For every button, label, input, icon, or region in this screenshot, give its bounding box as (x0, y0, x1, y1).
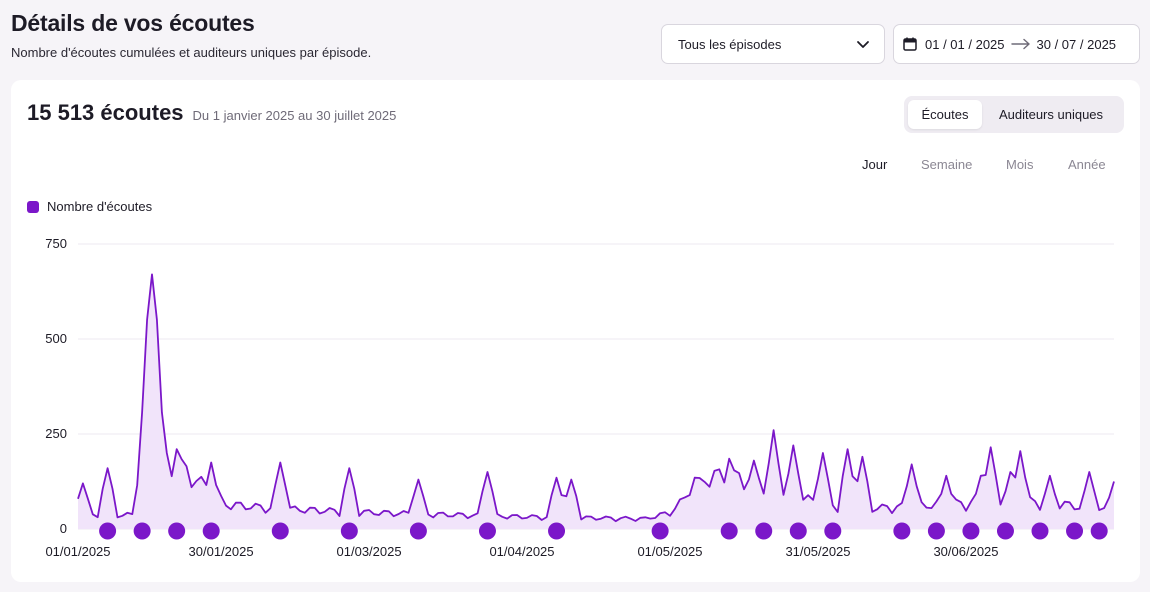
episode-marker (927, 522, 945, 540)
y-tick-label: 500 (45, 331, 67, 346)
y-tick-label: 0 (60, 521, 67, 536)
chart-legend: Nombre d'écoutes (27, 199, 152, 214)
episode-marker (340, 522, 358, 540)
episode-marker (133, 522, 151, 540)
episode-marker (962, 522, 980, 540)
x-tick-label: 01/05/2025 (637, 544, 702, 559)
episode-marker (168, 522, 186, 540)
y-tick-label: 250 (45, 426, 67, 441)
episode-select[interactable]: Tous les épisodes (661, 24, 885, 64)
episode-marker (996, 522, 1014, 540)
episode-marker (824, 522, 842, 540)
episode-marker (1066, 522, 1084, 540)
series-line (77, 273, 1115, 523)
period-month[interactable]: Mois (1006, 157, 1034, 172)
series-area (78, 274, 1114, 529)
episode-select-value: Tous les épisodes (678, 36, 782, 52)
x-tick-label: 30/01/2025 (189, 544, 254, 559)
episode-marker (99, 522, 117, 540)
x-tick-label: 31/05/2025 (785, 544, 850, 559)
episode-marker (202, 522, 220, 540)
calendar-icon (903, 37, 917, 51)
x-tick-label: 30/06/2025 (933, 544, 998, 559)
episode-marker (548, 522, 566, 540)
date-start[interactable]: 01 / 01 / 2025 (925, 36, 1005, 52)
episode-marker (409, 522, 427, 540)
page-subtitle: Nombre d'écoutes cumulées et auditeurs u… (11, 45, 372, 60)
episode-marker (651, 522, 669, 540)
period-selector: Jour Semaine Mois Année (11, 157, 1140, 177)
period-year[interactable]: Année (1068, 157, 1106, 172)
legend-swatch (27, 200, 39, 213)
date-end[interactable]: 30 / 07 / 2025 (1036, 36, 1117, 52)
x-tick-label: 01/04/2025 (489, 544, 554, 559)
episode-marker (755, 522, 773, 540)
summary-range: Du 1 janvier 2025 au 30 juillet 2025 (192, 108, 397, 123)
episode-marker (893, 522, 911, 540)
episode-marker (720, 522, 738, 540)
total-listens: 15 513 écoutes (27, 100, 184, 125)
y-tick-label: 750 (45, 236, 67, 251)
episode-marker (789, 522, 807, 540)
legend-label: Nombre d'écoutes (47, 199, 153, 214)
period-day[interactable]: Jour (862, 157, 888, 172)
listens-card: 15 513 écoutes Du 1 janvier 2025 au 30 j… (11, 80, 1140, 582)
x-tick-label: 01/01/2025 (45, 544, 110, 559)
listens-chart: 0 250 500 750 01/01/2025 30/01/2025 01/03/2025… (45, 236, 1115, 559)
toggle-listens[interactable]: Écoutes (908, 100, 982, 129)
date-range-picker[interactable]: 01 / 01 / 2025 30 / 07 / 2025 (893, 24, 1140, 64)
page-title: Détails de vos écoutes (11, 10, 255, 36)
x-tick-label: 01/03/2025 (337, 544, 402, 559)
episode-marker (271, 522, 289, 540)
toggle-unique-listeners[interactable]: Auditeurs uniques (998, 107, 1104, 122)
period-week[interactable]: Semaine (921, 157, 973, 172)
episode-marker (478, 522, 496, 540)
chevron-down-icon (857, 41, 869, 48)
arrow-right-icon (1010, 38, 1030, 50)
metric-toggle: Écoutes Auditeurs uniques (904, 96, 1124, 133)
episode-marker (1031, 522, 1049, 540)
episode-marker (1090, 522, 1108, 540)
listens-summary: 15 513 écoutes Du 1 janvier 2025 au 30 j… (27, 100, 396, 126)
